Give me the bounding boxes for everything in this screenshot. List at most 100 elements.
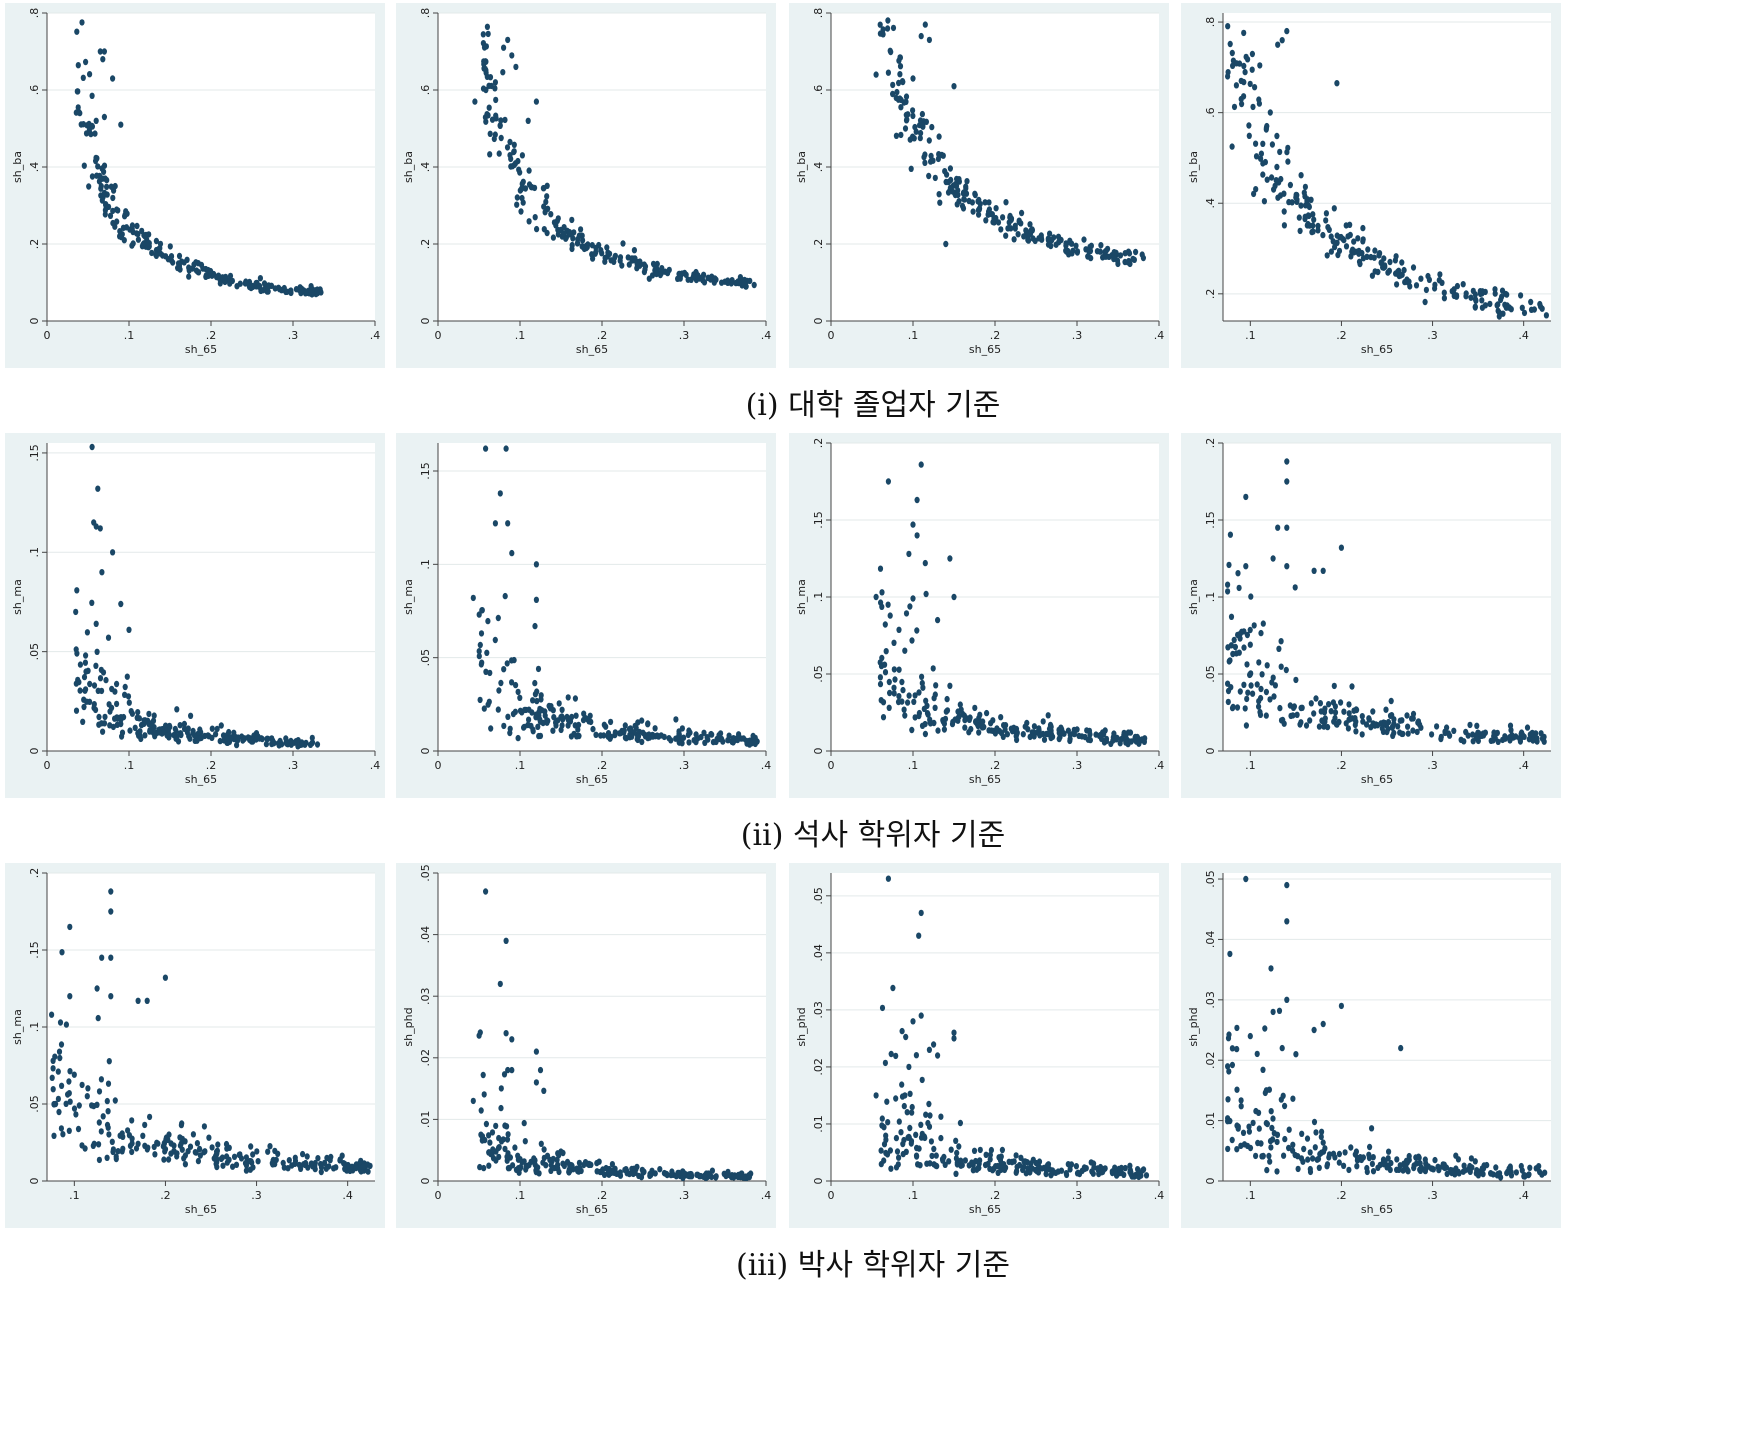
data-point bbox=[214, 725, 220, 733]
data-point bbox=[1043, 1170, 1049, 1178]
data-point bbox=[958, 1157, 964, 1164]
data-point bbox=[144, 997, 150, 1004]
data-point bbox=[878, 599, 884, 606]
data-point bbox=[1022, 723, 1028, 730]
data-point bbox=[1472, 296, 1479, 303]
data-point bbox=[107, 722, 113, 729]
data-point bbox=[1286, 1144, 1292, 1152]
data-point bbox=[1393, 253, 1399, 260]
y-axis-title: sh_phd bbox=[402, 1007, 415, 1046]
data-point bbox=[935, 1052, 941, 1059]
data-point bbox=[910, 595, 916, 602]
data-point bbox=[509, 679, 515, 686]
data-point bbox=[515, 688, 521, 696]
x-tick-label: .3 bbox=[1427, 329, 1438, 342]
data-point bbox=[699, 274, 705, 281]
data-point bbox=[1394, 1156, 1400, 1163]
data-point bbox=[930, 157, 936, 164]
data-point bbox=[108, 954, 114, 961]
data-point bbox=[217, 737, 223, 745]
data-point bbox=[1234, 1045, 1240, 1053]
data-point bbox=[125, 1127, 131, 1134]
y-tick-label: 0 bbox=[28, 748, 41, 755]
data-point bbox=[975, 1164, 981, 1172]
data-point bbox=[1539, 1171, 1545, 1178]
data-point bbox=[897, 71, 903, 78]
data-point bbox=[501, 1071, 508, 1078]
data-point bbox=[161, 729, 167, 736]
data-point bbox=[66, 1090, 72, 1097]
data-point bbox=[100, 669, 107, 676]
y-tick-label: 0 bbox=[1204, 748, 1217, 755]
data-point bbox=[129, 1148, 135, 1156]
data-point bbox=[161, 1156, 167, 1163]
data-point bbox=[1035, 1169, 1042, 1176]
data-point bbox=[486, 1162, 492, 1169]
data-point bbox=[1047, 230, 1053, 237]
data-point bbox=[477, 1163, 483, 1171]
data-point bbox=[66, 1127, 72, 1134]
x-axis-title: sh_65 bbox=[969, 773, 1001, 786]
data-point bbox=[1270, 1008, 1276, 1016]
data-point bbox=[517, 694, 523, 701]
data-point bbox=[1271, 693, 1277, 700]
data-point bbox=[1270, 555, 1276, 562]
data-point bbox=[175, 260, 182, 267]
data-point bbox=[500, 1136, 506, 1143]
data-point bbox=[917, 1162, 923, 1169]
data-point bbox=[1117, 740, 1123, 747]
data-point bbox=[939, 1156, 946, 1163]
data-point bbox=[947, 682, 953, 689]
data-point bbox=[1284, 563, 1290, 570]
data-point bbox=[118, 233, 124, 241]
data-point bbox=[903, 610, 910, 617]
data-point bbox=[237, 280, 243, 287]
data-point bbox=[621, 727, 627, 734]
x-tick-label: .2 bbox=[990, 1189, 1001, 1202]
data-point bbox=[897, 54, 903, 61]
data-point bbox=[647, 1170, 653, 1178]
data-point bbox=[947, 165, 953, 172]
data-point bbox=[1360, 224, 1366, 232]
data-point bbox=[49, 1011, 55, 1018]
data-point bbox=[157, 240, 164, 248]
data-point bbox=[1034, 729, 1040, 736]
scatter-panel: 0.2.4.6.8 0.1.2.3.4 sh_65 sh_ba bbox=[396, 3, 776, 368]
data-point bbox=[972, 704, 978, 712]
y-tick-label: .05 bbox=[1204, 870, 1217, 888]
data-point bbox=[735, 278, 741, 285]
data-point bbox=[957, 701, 963, 708]
data-point bbox=[1454, 282, 1460, 290]
data-point bbox=[1305, 1156, 1311, 1163]
x-axis-title: sh_65 bbox=[1361, 1203, 1393, 1216]
data-point bbox=[1243, 722, 1249, 729]
data-point bbox=[619, 262, 625, 269]
data-point bbox=[104, 1121, 111, 1129]
data-point bbox=[1323, 210, 1329, 217]
data-point bbox=[520, 199, 526, 206]
data-point bbox=[85, 1085, 91, 1092]
data-point bbox=[893, 1164, 900, 1171]
data-point bbox=[1410, 715, 1416, 722]
data-point bbox=[888, 1050, 894, 1058]
data-point bbox=[1326, 701, 1332, 708]
data-point bbox=[1492, 731, 1498, 738]
data-point bbox=[484, 73, 490, 81]
data-point bbox=[1382, 1159, 1388, 1166]
y-tick-label: .15 bbox=[28, 444, 41, 462]
data-point bbox=[307, 741, 314, 748]
data-point bbox=[919, 110, 925, 118]
y-tick-label: .6 bbox=[812, 85, 825, 96]
data-point bbox=[1114, 734, 1120, 742]
data-point bbox=[75, 104, 81, 111]
data-point bbox=[686, 739, 692, 746]
data-point bbox=[654, 265, 660, 272]
data-point bbox=[1243, 563, 1249, 570]
data-point bbox=[1371, 254, 1377, 261]
data-point bbox=[174, 1150, 180, 1157]
data-point bbox=[1263, 712, 1269, 719]
data-point bbox=[1317, 700, 1323, 707]
data-point bbox=[1268, 965, 1274, 972]
data-point bbox=[93, 662, 99, 669]
